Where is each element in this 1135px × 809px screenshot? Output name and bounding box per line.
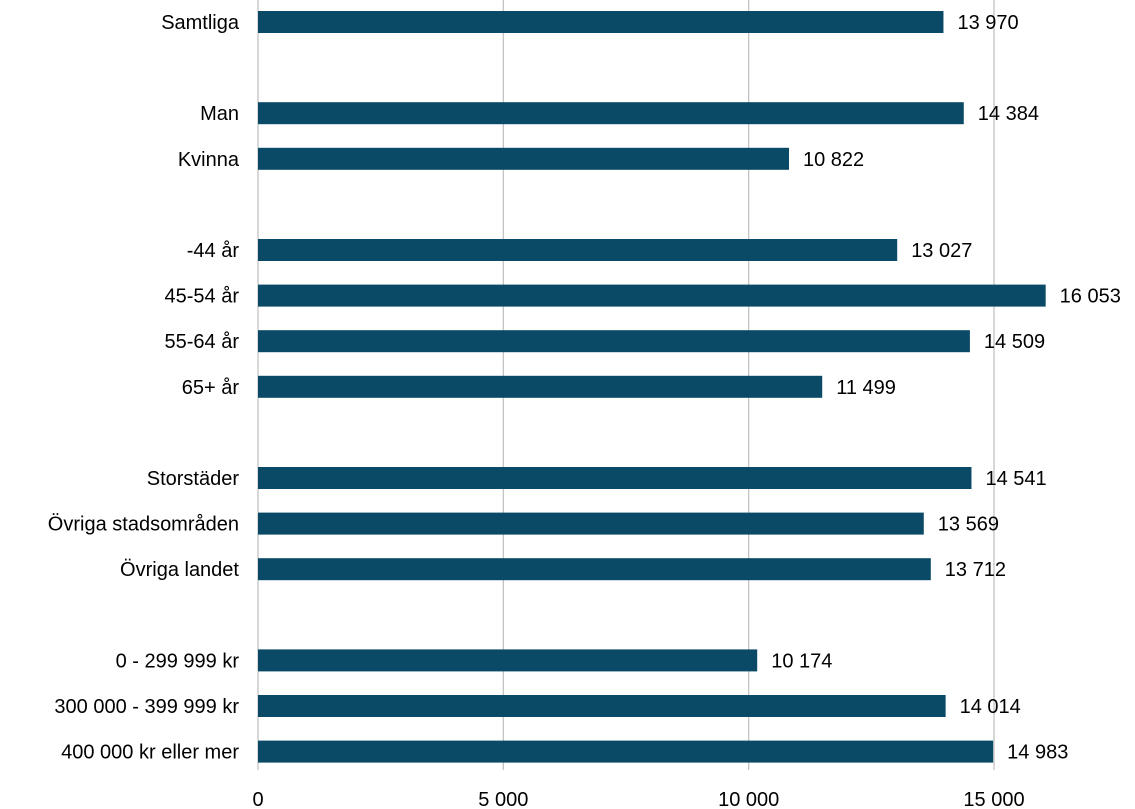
bar-value-label: 13 027 bbox=[911, 240, 972, 262]
category-label: Samtliga bbox=[161, 12, 240, 34]
x-tick-label: 10 000 bbox=[718, 789, 779, 809]
category-label: 0 - 299 999 kr bbox=[116, 650, 240, 672]
bar bbox=[258, 740, 994, 763]
bar-value-label: 14 983 bbox=[1007, 742, 1068, 764]
bar-value-label: 14 541 bbox=[985, 468, 1046, 490]
bar-value-label: 16 053 bbox=[1060, 286, 1121, 308]
bar-value-label: 11 499 bbox=[836, 377, 896, 399]
value-labels: 13 970 14 384 10 822 13 027 16 053 14 509 11 4… bbox=[771, 12, 1121, 764]
bar-value-label: 10 822 bbox=[803, 149, 864, 171]
bar bbox=[258, 467, 972, 489]
x-tick-label: 5 000 bbox=[478, 789, 528, 809]
bars bbox=[258, 11, 1046, 763]
x-tick-label: 15 000 bbox=[963, 789, 1024, 809]
category-label: Övriga landet bbox=[120, 559, 239, 581]
bar-value-label: 14 384 bbox=[978, 103, 1039, 125]
bar-value-label: 14 014 bbox=[960, 696, 1021, 718]
bar bbox=[258, 558, 931, 581]
bar bbox=[258, 649, 758, 672]
category-label: Övriga stadsområden bbox=[48, 514, 239, 536]
bar-value-label: 14 509 bbox=[984, 331, 1045, 353]
bar bbox=[258, 102, 964, 125]
category-label: Man bbox=[200, 103, 239, 125]
category-label: Storstäder bbox=[147, 468, 240, 490]
category-label: 55-64 år bbox=[165, 331, 240, 353]
category-label: 65+ år bbox=[182, 377, 240, 399]
category-label: 45-54 år bbox=[165, 286, 240, 308]
bar-value-label: 13 569 bbox=[938, 514, 999, 536]
bar bbox=[258, 11, 944, 33]
x-tick-label: 0 bbox=[252, 789, 263, 809]
x-axis-ticks: 0 5 000 10 000 15 000 bbox=[252, 789, 1024, 809]
bar-value-label: 10 174 bbox=[771, 650, 832, 672]
bar bbox=[258, 330, 970, 353]
category-label: -44 år bbox=[187, 240, 240, 262]
category-labels: Samtliga Man Kvinna -44 år 45-54 år 55-64 år 6… bbox=[48, 12, 240, 764]
bar bbox=[258, 695, 946, 717]
bar bbox=[258, 239, 898, 261]
bar bbox=[258, 512, 924, 535]
category-label: 400 000 kr eller mer bbox=[61, 742, 239, 764]
bar-value-label: 13 712 bbox=[945, 559, 1006, 581]
bar-value-label: 13 970 bbox=[957, 12, 1018, 34]
bar bbox=[258, 284, 1046, 307]
category-label: Kvinna bbox=[178, 149, 240, 171]
bar bbox=[258, 147, 789, 170]
bar bbox=[258, 375, 823, 398]
category-label: 300 000 - 399 999 kr bbox=[54, 696, 239, 718]
